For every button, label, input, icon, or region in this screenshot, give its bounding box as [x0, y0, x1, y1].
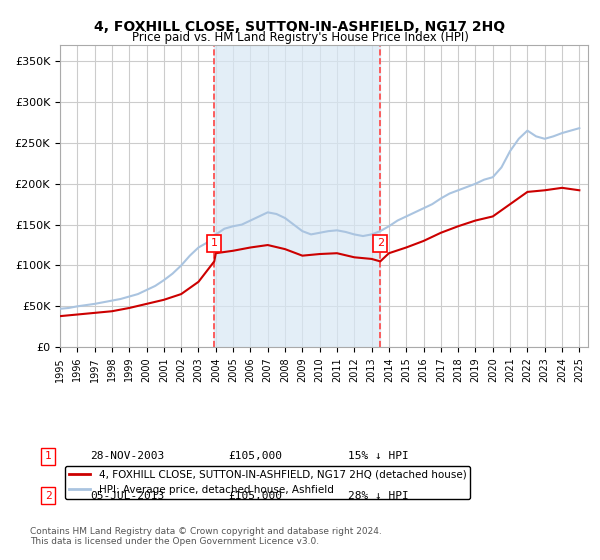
- Text: 05-JUL-2013: 05-JUL-2013: [90, 491, 164, 501]
- Text: 2: 2: [44, 491, 52, 501]
- Text: 15% ↓ HPI: 15% ↓ HPI: [348, 451, 409, 461]
- Text: 1: 1: [211, 239, 218, 249]
- Text: £105,000: £105,000: [228, 451, 282, 461]
- Text: £105,000: £105,000: [228, 491, 282, 501]
- Text: Contains HM Land Registry data © Crown copyright and database right 2024.
This d: Contains HM Land Registry data © Crown c…: [30, 526, 382, 546]
- Bar: [214, 45, 380, 347]
- Text: 2: 2: [377, 239, 384, 249]
- Legend: 4, FOXHILL CLOSE, SUTTON-IN-ASHFIELD, NG17 2HQ (detached house), HPI: Average pr: 4, FOXHILL CLOSE, SUTTON-IN-ASHFIELD, NG…: [65, 466, 470, 499]
- Text: Price paid vs. HM Land Registry's House Price Index (HPI): Price paid vs. HM Land Registry's House …: [131, 31, 469, 44]
- Text: 4, FOXHILL CLOSE, SUTTON-IN-ASHFIELD, NG17 2HQ: 4, FOXHILL CLOSE, SUTTON-IN-ASHFIELD, NG…: [94, 20, 506, 34]
- Text: 28-NOV-2003: 28-NOV-2003: [90, 451, 164, 461]
- Text: 1: 1: [44, 451, 52, 461]
- Text: 28% ↓ HPI: 28% ↓ HPI: [348, 491, 409, 501]
